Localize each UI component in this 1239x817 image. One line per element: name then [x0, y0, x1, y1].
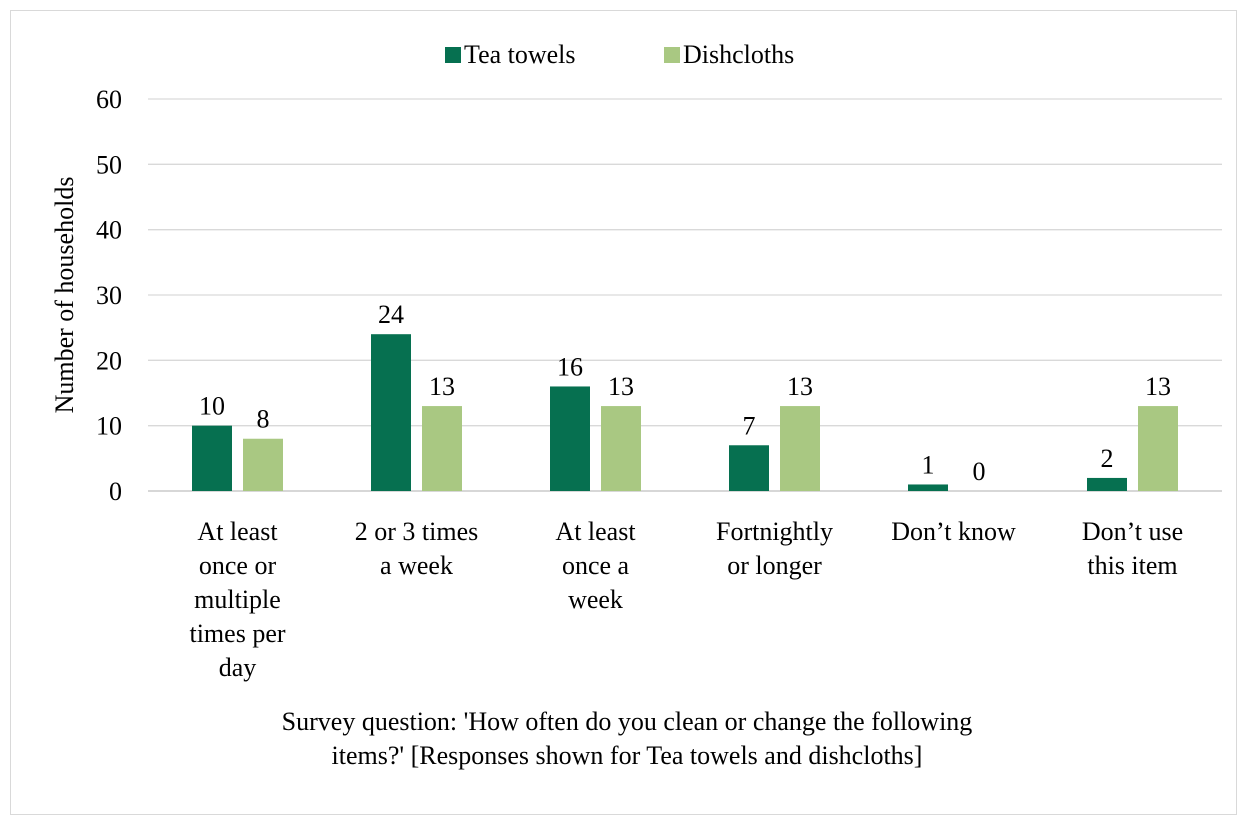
bar	[243, 438, 283, 491]
caption-line: Survey question: 'How often do you clean…	[282, 707, 973, 736]
y-tick-label: 30	[96, 281, 122, 310]
bar	[908, 484, 948, 491]
bar	[780, 406, 820, 491]
y-axis-ticks: 0 10 20 30 40 50 60	[96, 85, 122, 506]
data-label: 8	[257, 405, 270, 434]
category-label: At least once a week	[555, 517, 636, 614]
data-label: 24	[378, 300, 404, 329]
category-label-line: Don’t use	[1082, 517, 1183, 546]
caption-line: items?' [Responses shown for Tea towels …	[332, 741, 923, 770]
data-label: 13	[787, 372, 813, 401]
category-label-line: or longer	[727, 551, 822, 580]
data-label: 13	[1145, 372, 1171, 401]
bar	[1138, 406, 1178, 491]
data-label: 13	[429, 372, 455, 401]
x-axis-category-labels: At least once or multiple times per day 2 or …	[189, 517, 1183, 682]
y-tick-label: 50	[96, 150, 122, 179]
legend-swatch	[445, 47, 461, 63]
category-label-line: once or	[199, 551, 277, 580]
category-label: At least once or multiple times per day	[189, 517, 285, 682]
category-label-line: a week	[380, 551, 453, 580]
category-label-line: At least	[197, 517, 278, 546]
y-tick-label: 60	[96, 85, 122, 114]
category-label: Fortnightly or longer	[716, 517, 833, 580]
category-label: Don’t use this item	[1082, 517, 1183, 580]
category-label-line: times per	[189, 619, 285, 648]
bar	[371, 334, 411, 491]
category-label-line: week	[568, 585, 623, 614]
category-label-line: once a	[562, 551, 630, 580]
bar	[601, 406, 641, 491]
bar	[192, 425, 232, 491]
y-tick-label: 40	[96, 216, 122, 245]
legend: Tea towels Dishcloths	[445, 40, 794, 69]
category-label-line: Fortnightly	[716, 517, 833, 546]
y-tick-label: 10	[96, 412, 122, 441]
category-label-line: 2 or 3 times	[355, 517, 479, 546]
data-label: 0	[973, 457, 986, 486]
legend-label: Tea towels	[464, 40, 576, 69]
category-label-line: this item	[1087, 551, 1177, 580]
bars	[192, 334, 1178, 491]
legend-swatch	[664, 47, 680, 63]
legend-label: Dishcloths	[683, 40, 794, 69]
category-label-line: At least	[555, 517, 636, 546]
data-label: 16	[557, 352, 583, 381]
category-label: Don’t know	[891, 517, 1016, 546]
category-label: 2 or 3 times a week	[355, 517, 479, 580]
y-axis-title: Number of households	[50, 177, 79, 414]
bar	[422, 406, 462, 491]
gridlines	[148, 98, 1222, 492]
chart-caption: Survey question: 'How often do you clean…	[282, 707, 973, 770]
y-tick-label: 0	[109, 477, 122, 506]
data-label: 10	[199, 392, 225, 421]
data-label: 13	[608, 372, 634, 401]
y-tick-label: 20	[96, 346, 122, 375]
bar	[1087, 477, 1127, 491]
bar	[729, 445, 769, 491]
category-label-line: day	[219, 653, 257, 682]
data-label: 7	[743, 411, 756, 440]
data-label: 2	[1101, 444, 1114, 473]
bar	[550, 386, 590, 491]
category-label-line: multiple	[194, 585, 281, 614]
category-label-line: Don’t know	[891, 517, 1016, 546]
data-label: 1	[922, 450, 935, 479]
